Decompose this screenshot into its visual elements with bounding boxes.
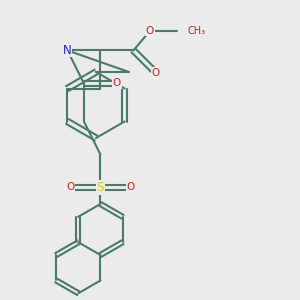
- Text: N: N: [63, 44, 72, 57]
- Text: S: S: [97, 181, 104, 194]
- Text: O: O: [146, 26, 154, 36]
- Text: O: O: [113, 78, 121, 88]
- Text: O: O: [126, 182, 134, 193]
- Text: O: O: [66, 182, 74, 193]
- Text: O: O: [152, 68, 160, 78]
- Text: CH₃: CH₃: [188, 26, 206, 36]
